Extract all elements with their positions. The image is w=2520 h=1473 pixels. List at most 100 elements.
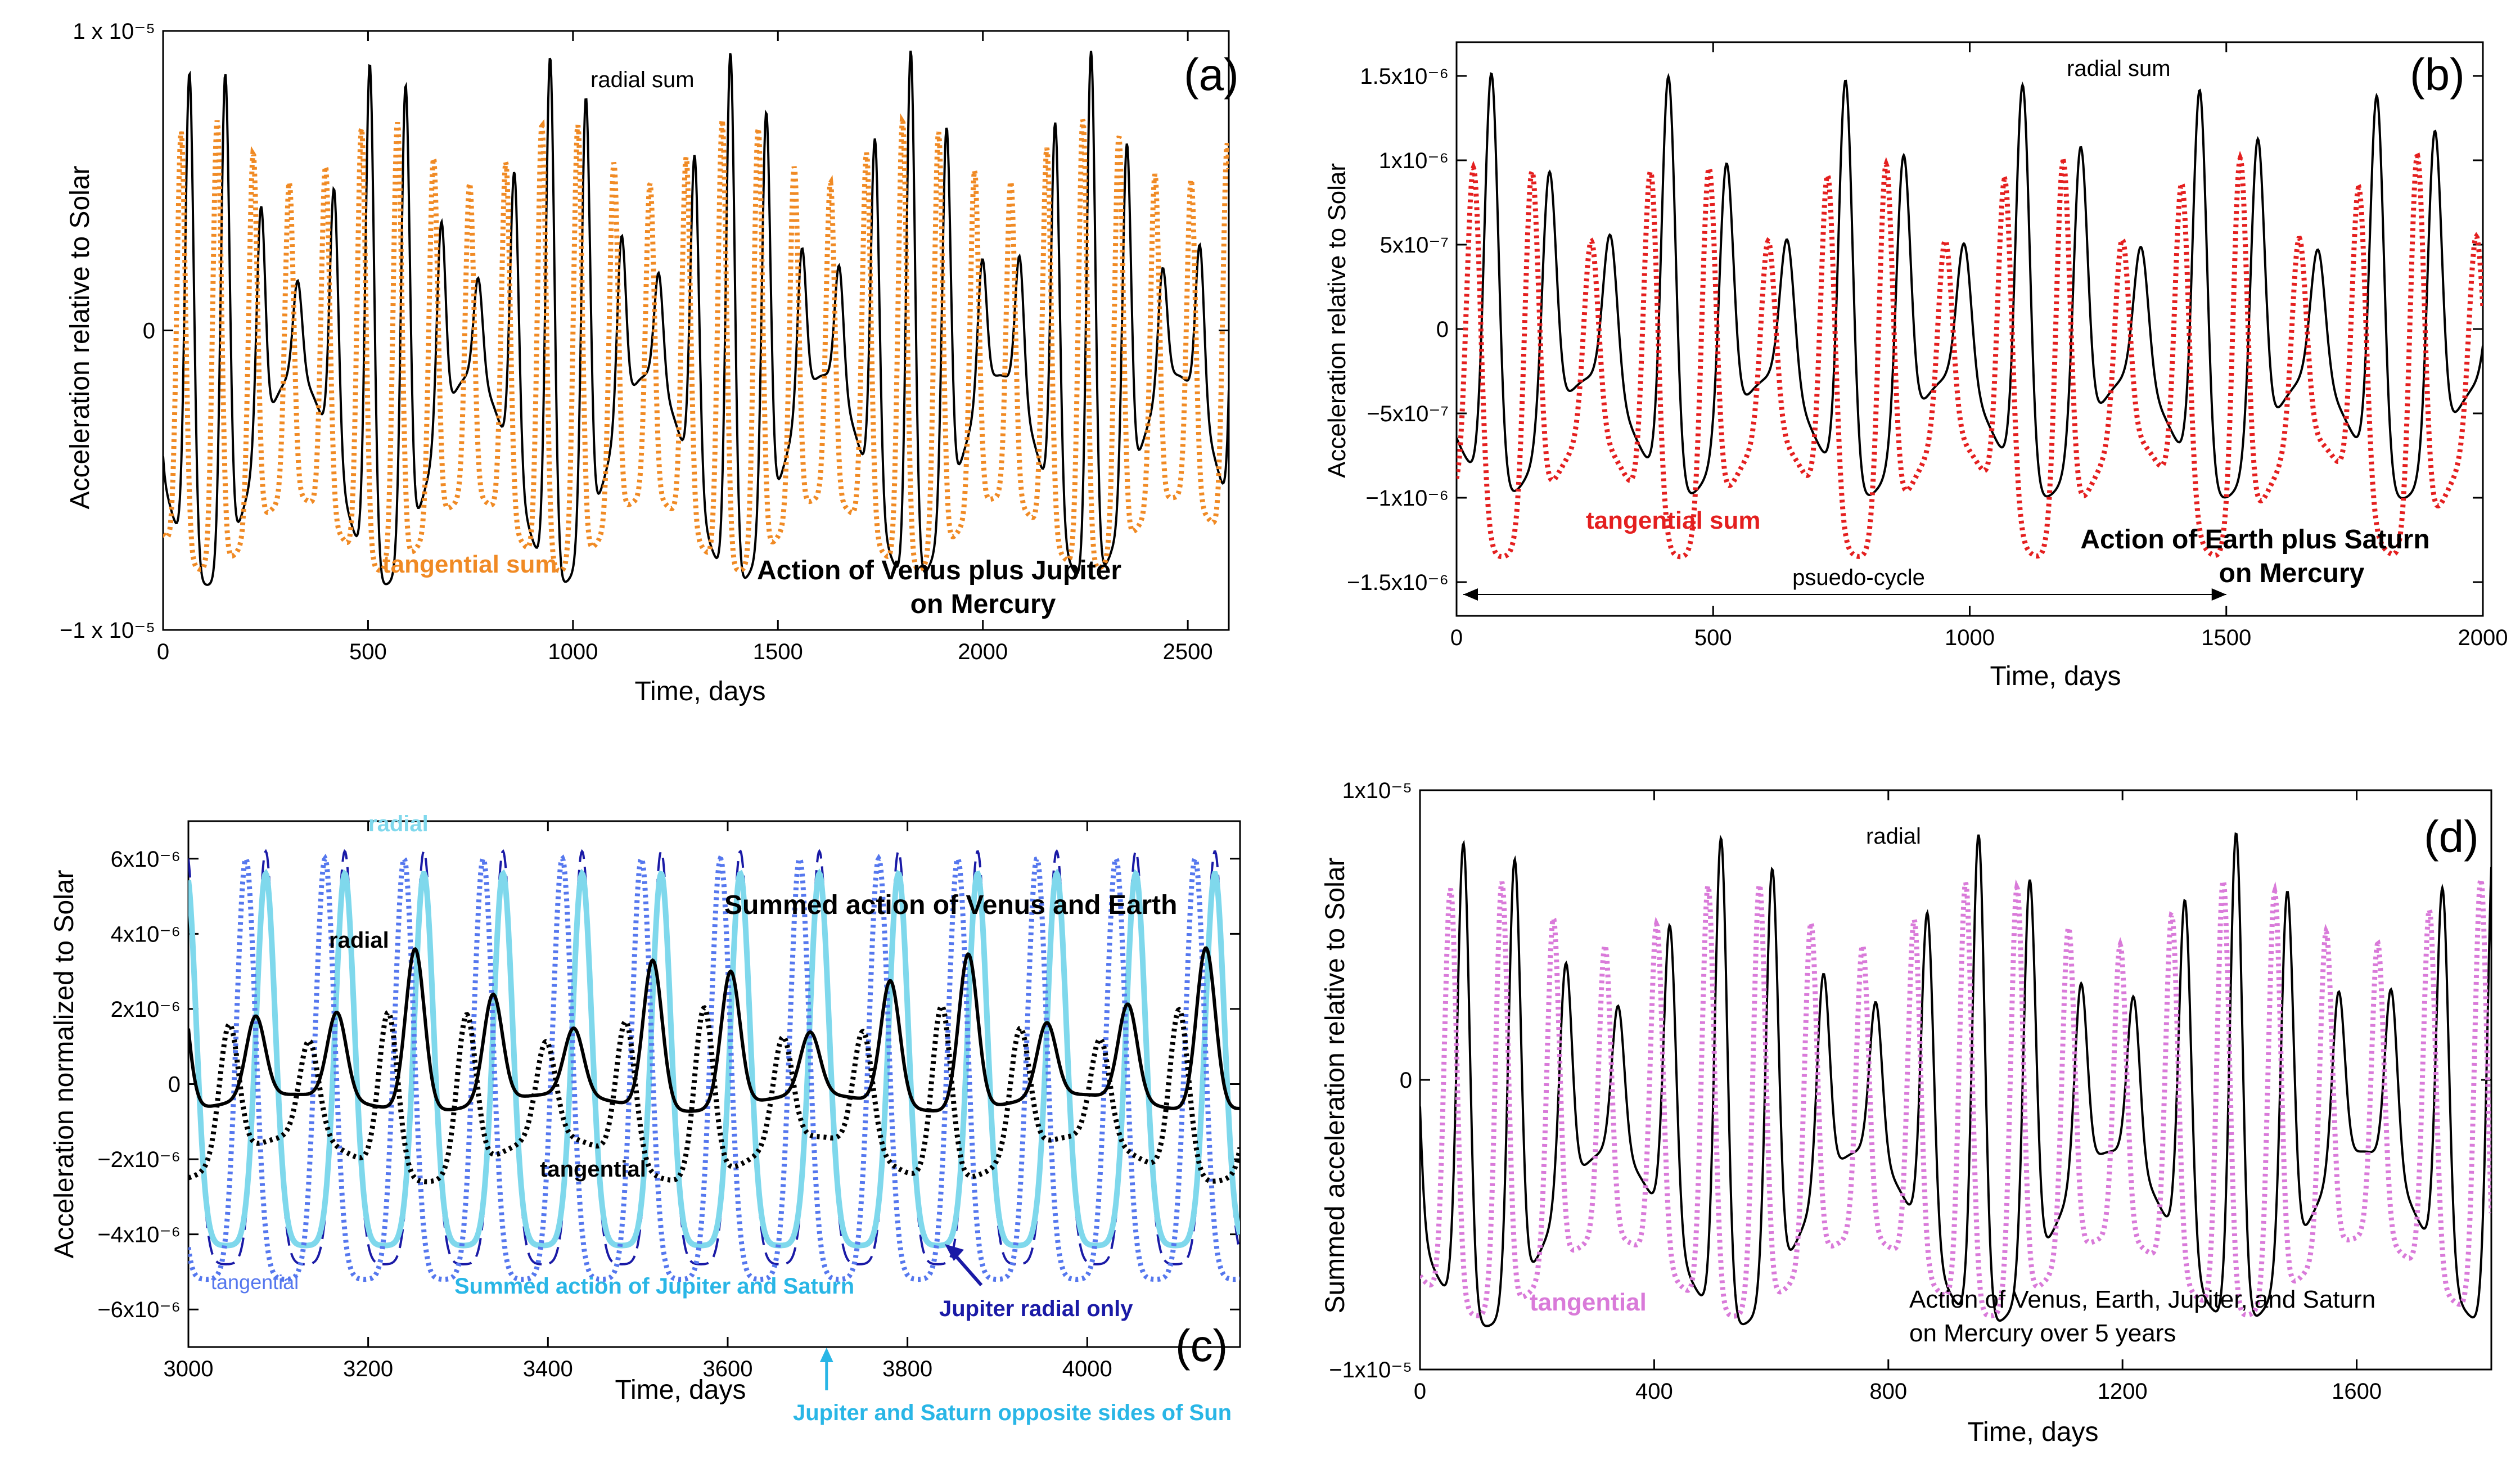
plot-area <box>162 30 1230 631</box>
y-tick-label: −2x10⁻⁶ <box>97 1147 181 1172</box>
y-tick-label: −1 x 10⁻⁵ <box>60 618 155 643</box>
panel-label: (a) <box>1184 49 1239 100</box>
pseudo-cycle-label: psuedo-cycle <box>1792 565 1925 590</box>
x-tick-label: 1500 <box>2201 625 2251 650</box>
x-axis-label: Time, days <box>1990 661 2121 691</box>
x-tick-label: 2500 <box>1163 639 1213 664</box>
panel-b: Acceleration relative to Solar −1.5x10⁻⁶… <box>1323 41 2508 691</box>
x-tick-label: 3200 <box>343 1357 393 1381</box>
chart-title: Action of Venus, Earth, Jupiter, and Sat… <box>1909 1286 2375 1313</box>
y-tick-label: 6x10⁻⁶ <box>111 847 181 872</box>
plot-frame <box>162 30 1230 631</box>
x-tick-labels: 0 400 800 1200 1600 <box>1414 1379 2382 1404</box>
x-tick-label: 500 <box>349 639 387 664</box>
y-axis-label: Acceleration relative to Solar <box>1323 163 1351 478</box>
y-tick-label: −1.5x10⁻⁶ <box>1347 570 1449 595</box>
y-axis-label: Acceleration normalized to Solar <box>49 870 79 1258</box>
x-tick-label: 3600 <box>702 1357 752 1381</box>
x-tick-labels: 0 500 1000 1500 2000 2500 <box>157 639 1213 664</box>
arrow-head-left <box>1463 588 1478 601</box>
series-tangential-venus-earth- <box>188 1003 1240 1184</box>
plot-area <box>1455 41 2484 617</box>
y-tick-labels: −1.5x10⁻⁶ −1x10⁻⁶ −5x10⁻⁷ 0 5x10⁻⁷ 1x10⁻⁶ 1.5x… <box>1347 64 1449 595</box>
x-tick-label: 0 <box>1450 625 1463 650</box>
x-tick-label: 1500 <box>753 639 803 664</box>
plot-area <box>1419 789 2492 1371</box>
jupiter-arrow-head <box>945 1244 964 1261</box>
y-tick-label: 1 x 10⁻⁵ <box>73 19 155 44</box>
y-tick-label: 5x10⁻⁷ <box>1380 233 1449 258</box>
x-tick-label: 1600 <box>2332 1379 2382 1404</box>
plot-area <box>187 820 1241 1348</box>
x-tick-label: 500 <box>1694 625 1732 650</box>
series-tangential-sum <box>1457 151 2483 560</box>
opposite-arrow-head <box>819 1348 833 1362</box>
y-tick-label: −1x10⁻⁵ <box>1329 1358 1412 1382</box>
y-tick-label: 0 <box>143 319 155 344</box>
tangential-venus-earth-label: tangential <box>540 1157 646 1182</box>
x-tick-label: 0 <box>1414 1379 1426 1404</box>
y-tick-label: −1x10⁻⁶ <box>1365 486 1449 511</box>
x-tick-label: 3800 <box>882 1357 932 1381</box>
x-tick-label: 1200 <box>2098 1379 2148 1404</box>
y-tick-labels: −6x10⁻⁶ −4x10⁻⁶ −2x10⁻⁶ 0 2x10⁻⁶ 4x10⁻⁶ 6x10⁻⁶ <box>97 847 181 1322</box>
panel-label: (d) <box>2424 812 2479 862</box>
series-tangential-jupiter-saturn- <box>188 853 1240 1282</box>
y-tick-label: −4x10⁻⁶ <box>97 1223 181 1247</box>
panel-label: (c) <box>1175 1321 1228 1371</box>
y-tick-label: 0 <box>1436 317 1449 342</box>
tangential-label: tangential <box>1530 1289 1647 1316</box>
chart-title-line2: on Mercury <box>910 589 1056 619</box>
chart-title: Summed action of Venus and Earth <box>724 890 1177 920</box>
chart-title-line2: on Mercury over 5 years <box>1909 1319 2176 1347</box>
x-tick-label: 2000 <box>958 639 1008 664</box>
y-tick-label: 0 <box>168 1073 181 1097</box>
radial-label: radial <box>1866 824 1921 849</box>
jupiter-radial-only-label: Jupiter radial only <box>939 1296 1133 1321</box>
panel-c: Acceleration normalized to Solar −6x10⁻⁶… <box>49 812 1241 1425</box>
series-tangential <box>1420 871 2491 1319</box>
y-tick-label: 1x10⁻⁶ <box>1379 148 1449 173</box>
tangential-sum-label: tangential sum <box>1586 507 1761 534</box>
x-axis-label: Time, days <box>615 1375 746 1405</box>
y-tick-label: 0 <box>1400 1068 1412 1093</box>
x-tick-label: 400 <box>1635 1379 1673 1404</box>
x-tick-labels: 3000 3200 3400 3600 3800 4000 <box>164 1357 1112 1381</box>
x-axis-label: Time, days <box>1968 1417 2099 1447</box>
chart-title-line2: on Mercury <box>2219 558 2365 588</box>
annotation-arrows <box>819 1244 983 1390</box>
y-axis-label: Acceleration relative to Solar <box>65 166 95 510</box>
y-tick-label: −5x10⁻⁷ <box>1367 402 1449 426</box>
radial-sum-label: radial sum <box>590 67 695 92</box>
jupiter-arrow <box>952 1252 983 1286</box>
radial-venus-earth-label: radial <box>329 928 389 953</box>
radial-sum-label: radial sum <box>2067 56 2171 81</box>
pseudo-cycle-arrow <box>1463 588 2226 601</box>
y-tick-labels: −1 x 10⁻⁵ 0 1 x 10⁻⁵ <box>60 19 155 643</box>
arrow-head-right <box>2211 588 2226 601</box>
y-tick-label: 1x10⁻⁵ <box>1342 778 1412 803</box>
y-tick-labels: −1x10⁻⁵ 0 1x10⁻⁵ <box>1329 778 1412 1382</box>
x-tick-label: 0 <box>157 639 169 664</box>
y-tick-label: 4x10⁻⁶ <box>111 922 181 947</box>
chart-title: Action of Venus plus Jupiter <box>757 556 1121 585</box>
x-axis-label: Time, days <box>635 677 766 706</box>
panel-d: Summed acceleration relative to Solar −1… <box>1320 778 2492 1447</box>
y-tick-label: −6x10⁻⁶ <box>97 1298 181 1322</box>
panel-a: Acceleration relative to Solar −1 x 10⁻⁵… <box>60 19 1239 706</box>
x-tick-label: 1000 <box>1945 625 1995 650</box>
y-tick-label: 1.5x10⁻⁶ <box>1360 64 1449 89</box>
chart-title: Action of Earth plus Saturn <box>2080 525 2429 555</box>
series-radial-jupiter-saturn- <box>188 868 1240 1249</box>
series-radial-sum <box>1457 72 2483 499</box>
panel-label: (b) <box>2410 49 2465 100</box>
x-tick-label: 1000 <box>548 639 598 664</box>
chart-title-2: Summed action of Jupiter and Saturn <box>454 1274 854 1299</box>
x-tick-label: 800 <box>1869 1379 1907 1404</box>
x-tick-label: 2000 <box>2458 625 2508 650</box>
y-axis-label: Summed acceleration relative to Solar <box>1320 857 1350 1313</box>
tangential-sum-label: tangential sum <box>382 551 557 578</box>
tangential-jupiter-saturn-label: tangential <box>211 1271 299 1294</box>
x-tick-labels: 0 500 1000 1500 2000 <box>1450 625 2508 650</box>
